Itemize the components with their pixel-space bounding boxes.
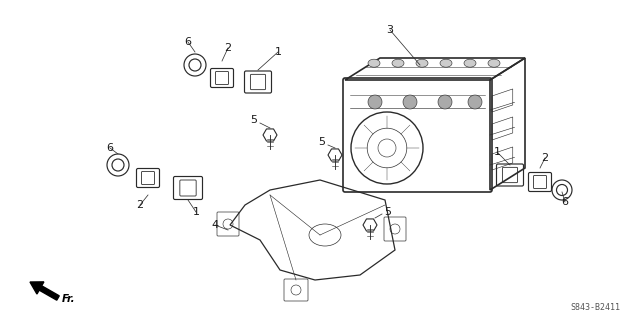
Text: 6: 6	[184, 37, 191, 47]
Circle shape	[438, 95, 452, 109]
Text: S843-B2411: S843-B2411	[570, 303, 620, 312]
Circle shape	[468, 95, 482, 109]
Text: 1: 1	[193, 207, 200, 217]
Ellipse shape	[488, 59, 500, 67]
Text: 5: 5	[319, 137, 326, 147]
Text: 2: 2	[136, 200, 143, 210]
Text: Fr.: Fr.	[62, 294, 76, 304]
Ellipse shape	[368, 59, 380, 67]
Text: 6: 6	[561, 197, 568, 207]
Text: 4: 4	[211, 220, 219, 230]
Text: 1: 1	[275, 47, 282, 57]
Ellipse shape	[440, 59, 452, 67]
Text: 6: 6	[106, 143, 113, 153]
Text: 2: 2	[541, 153, 548, 163]
FancyArrow shape	[30, 282, 60, 300]
Text: 2: 2	[225, 43, 232, 53]
Text: 1: 1	[493, 147, 500, 157]
Circle shape	[368, 95, 382, 109]
Ellipse shape	[416, 59, 428, 67]
Ellipse shape	[392, 59, 404, 67]
Ellipse shape	[464, 59, 476, 67]
Circle shape	[403, 95, 417, 109]
Text: 3: 3	[387, 25, 394, 35]
Text: 5: 5	[250, 115, 257, 125]
Text: 5: 5	[385, 207, 392, 217]
